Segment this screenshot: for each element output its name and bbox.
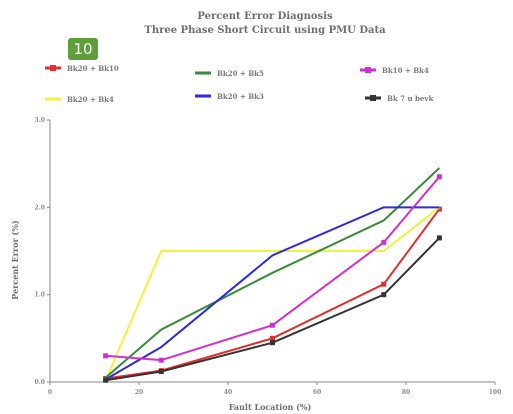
legend-label: Bk10 + Bk4: [382, 66, 429, 75]
series-line: [105, 206, 440, 381]
chart-title: Percent Error Diagnosis: [197, 11, 333, 22]
legend-marker: [370, 95, 376, 101]
x-tick-label: 80: [402, 389, 410, 396]
data-point: [103, 377, 109, 383]
series-line: [104, 167, 441, 379]
data-point: [158, 369, 164, 375]
data-point: [436, 174, 442, 180]
x-tick-label: 0: [48, 389, 52, 396]
legend-marker: [50, 65, 56, 71]
y-tick-label: 1.0: [35, 292, 45, 299]
plot-area: 0.0 1.0 2.0 3.0 0 20 40 60 80 100: [35, 117, 502, 396]
x-tick-label: 20: [135, 389, 143, 396]
data-point: [436, 206, 442, 212]
legend: Bk20 + Bk10 Bk20 + Bk4 Bk20 + Bk5 Bk20 + Bk…: [45, 64, 433, 104]
x-axis-title: Fault Location (%): [229, 402, 312, 412]
data-point: [270, 340, 275, 346]
x-tick-label: 100: [489, 389, 502, 396]
data-point: [381, 281, 387, 287]
legend-label: Bk20 + Bk10: [67, 64, 119, 73]
y-tick-label: 3.0: [35, 117, 45, 124]
data-point: [103, 353, 109, 359]
x-tick-label: 40: [224, 389, 232, 396]
chart-subtitle: Three Phase Short Circuit using PMU Data: [144, 25, 386, 36]
y-tick-label: 2.0: [35, 204, 45, 211]
data-point: [270, 322, 275, 328]
data-point: [270, 335, 275, 341]
legend-label: Bk20 + Bk3: [217, 92, 264, 101]
x-tick-label: 60: [313, 389, 321, 396]
y-tick-label: 0.0: [35, 379, 45, 386]
legend-label: Bk20 + Bk4: [67, 95, 114, 104]
y-axis-title: Percent Error (%): [10, 220, 20, 300]
data-point: [381, 239, 387, 245]
data-point: [381, 292, 387, 298]
legend-marker: [365, 67, 371, 73]
data-point: [158, 357, 164, 363]
data-point: [436, 235, 442, 241]
legend-label: Bk 7 u bevk: [387, 94, 433, 103]
series-line: [104, 206, 440, 381]
series-line: [105, 176, 441, 362]
legend-label: Bk20 + Bk5: [217, 69, 264, 78]
figure-number-badge: 10: [68, 38, 98, 60]
